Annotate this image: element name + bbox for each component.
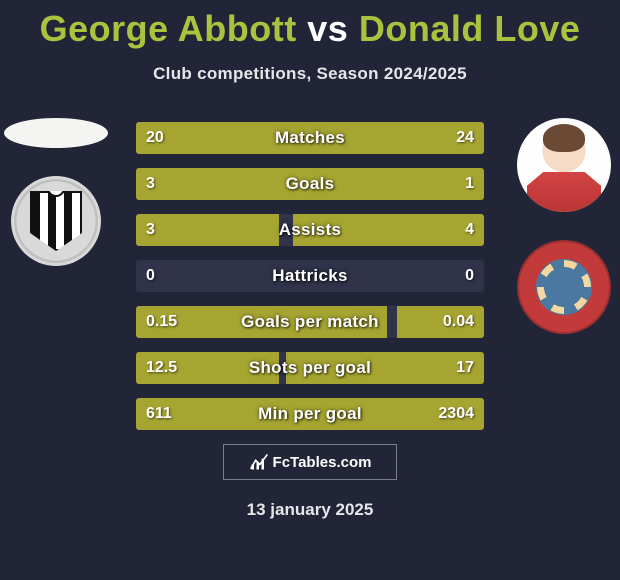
subtitle: Club competitions, Season 2024/2025: [0, 64, 620, 84]
stat-row: 31Goals: [136, 168, 484, 200]
stat-label: Min per goal: [136, 404, 484, 424]
stat-label: Matches: [136, 128, 484, 148]
stat-bars: 2024Matches 31Goals 34Assists 00Hattricks 0.…: [136, 122, 484, 430]
stat-row: 6112304Min per goal: [136, 398, 484, 430]
stat-row: 0.150.04Goals per match: [136, 306, 484, 338]
player2-avatar: [517, 118, 611, 212]
player1-name: George Abbott: [40, 8, 297, 49]
club2-crest: [517, 240, 611, 334]
stat-label: Goals: [136, 174, 484, 194]
club1-shield-icon: [30, 191, 82, 251]
brand-box[interactable]: FcTables.com: [223, 444, 397, 480]
club1-crest: [11, 176, 101, 266]
stat-label: Shots per goal: [136, 358, 484, 378]
avatar-hair-shape: [543, 124, 585, 152]
stat-row: 2024Matches: [136, 122, 484, 154]
stat-label: Goals per match: [136, 312, 484, 332]
title-bar: George Abbott vs Donald Love: [0, 0, 620, 50]
page-title: George Abbott vs Donald Love: [0, 8, 620, 50]
vs-text: vs: [307, 8, 348, 49]
brand-chart-icon: [249, 452, 269, 472]
stat-label: Hattricks: [136, 266, 484, 286]
stat-row: 12.517Shots per goal: [136, 352, 484, 384]
left-column: [6, 118, 106, 266]
brand-text: FcTables.com: [273, 454, 372, 471]
date-line: 13 january 2025: [0, 500, 620, 520]
stat-label: Assists: [136, 220, 484, 240]
stat-row: 34Assists: [136, 214, 484, 246]
player2-name: Donald Love: [359, 8, 581, 49]
right-column: [514, 118, 614, 334]
player1-avatar-placeholder: [4, 118, 108, 148]
stat-row: 00Hattricks: [136, 260, 484, 292]
